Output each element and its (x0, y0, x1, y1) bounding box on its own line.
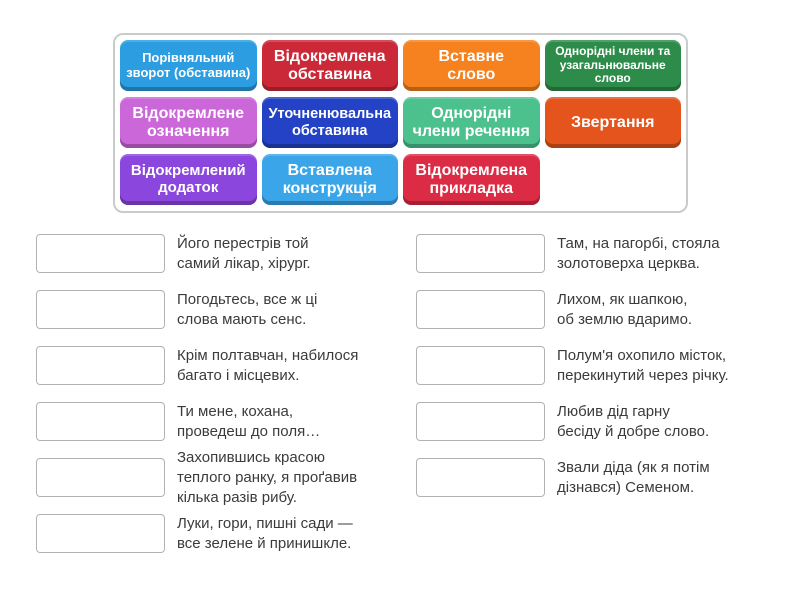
sentence-text: Погодьтесь, все ж ці слова мають сенс. (177, 290, 318, 328)
sentence-text: Захопившись красою теплого ранку, я проґ… (177, 448, 358, 506)
sentence-text: Ти мене, кохана, проведеш до поля… (177, 402, 321, 440)
match-row: Любив дід гарну бесіду й добре слово. (416, 402, 780, 441)
answer-slot[interactable] (416, 458, 545, 497)
right-match-column: Там, на пагорбі, стояла золотоверха церк… (416, 234, 780, 514)
match-row: Лихом, як шапкою, об землю вдаримо. (416, 290, 780, 329)
match-row: Звали діда (як я потім дізнався) Семеном… (416, 458, 780, 497)
sentence-text: Любив дід гарну бесіду й добре слово. (557, 402, 710, 440)
tile-parenthetic-word[interactable]: Вставне слово (403, 40, 540, 91)
sentence-text: Крім полтавчан, набилося багато і місцев… (177, 346, 359, 384)
answer-tile-panel: Порівняльний зворот (обставина) Відокрем… (113, 33, 688, 213)
answer-slot[interactable] (416, 402, 545, 441)
tile-comparative-phrase[interactable]: Порівняльний зворот (обставина) (120, 40, 257, 91)
answer-slot[interactable] (36, 402, 165, 441)
match-row: Крім полтавчан, набилося багато і місцев… (36, 346, 400, 385)
sentence-text: Там, на пагорбі, стояла золотоверха церк… (557, 234, 720, 272)
tile-address[interactable]: Звертання (544, 97, 681, 148)
match-row: Там, на пагорбі, стояла золотоверха церк… (416, 234, 780, 273)
match-row: Захопившись красою теплого ранку, я проґ… (36, 449, 400, 506)
sentence-text: Полум'я охопило місток, перекинутий чере… (557, 346, 729, 384)
answer-slot[interactable] (36, 290, 165, 329)
match-row: Полум'я охопило місток, перекинутий чере… (416, 346, 780, 385)
tile-homogeneous-members[interactable]: Однорідні члени речення (403, 97, 540, 148)
match-row: Його перестрів той самий лікар, хірург. (36, 234, 400, 273)
tile-detached-adverbial[interactable]: Відокремлена обставина (261, 40, 398, 91)
sentence-text: Луки, гори, пишні сади — все зелене й пр… (177, 514, 353, 552)
sentence-text: Його перестрів той самий лікар, хірург. (177, 234, 311, 272)
answer-slot[interactable] (36, 346, 165, 385)
answer-slot[interactable] (416, 346, 545, 385)
answer-slot[interactable] (36, 514, 165, 553)
tile-clarifying-adverbial[interactable]: Уточненювальна обставина (261, 97, 398, 148)
left-match-column: Його перестрів той самий лікар, хірург. … (36, 234, 400, 570)
sentence-text: Звали діда (як я потім дізнався) Семеном… (557, 458, 710, 496)
answer-slot[interactable] (416, 290, 545, 329)
tile-homogeneous-generalizing[interactable]: Однорідні члени та узагальнювальне слово (544, 40, 681, 91)
answer-slot[interactable] (416, 234, 545, 273)
match-row: Луки, гори, пишні сади — все зелене й пр… (36, 514, 400, 553)
tile-inserted-construction[interactable]: Вставлена конструкція (261, 154, 398, 205)
answer-slot[interactable] (36, 458, 165, 497)
answer-slot[interactable] (36, 234, 165, 273)
tile-detached-object[interactable]: Відокремлений додаток (120, 154, 257, 205)
match-row: Погодьтесь, все ж ці слова мають сенс. (36, 290, 400, 329)
sentence-text: Лихом, як шапкою, об землю вдаримо. (557, 290, 693, 328)
tile-detached-attribute[interactable]: Відокремлене означення (120, 97, 257, 148)
tile-detached-apposition[interactable]: Відокремлена прикладка (403, 154, 540, 205)
match-row: Ти мене, кохана, проведеш до поля… (36, 402, 400, 441)
